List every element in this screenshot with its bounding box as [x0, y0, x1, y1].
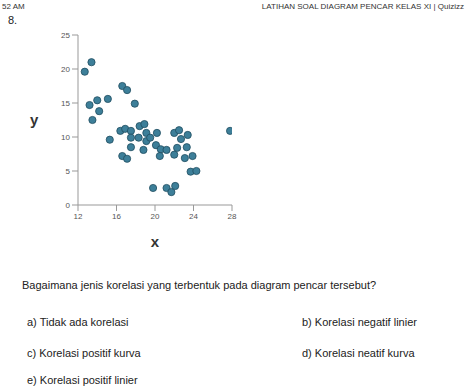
svg-text:20: 20 — [151, 212, 160, 221]
html-text:c) Korelasi positif kurva: c) Korelasi positif kurva — [27, 347, 141, 359]
html-text:d) Korelasi neatif kurva: d) Korelasi neatif kurva — [302, 347, 415, 359]
svg-text:12: 12 — [74, 212, 83, 221]
svg-text:16: 16 — [112, 212, 121, 221]
svg-text:20: 20 — [61, 65, 70, 74]
svg-text:28: 28 — [228, 212, 237, 221]
html-text:8.: 8. — [8, 14, 18, 26]
html-text:LATIHAN SOAL DIAGRAM PENCAR KE: LATIHAN SOAL DIAGRAM PENCAR KELAS XI | Q… — [261, 2, 464, 11]
svg-text:25: 25 — [61, 31, 70, 40]
svg-text:x: x — [151, 233, 160, 250]
svg-text:10: 10 — [61, 133, 70, 142]
svg-text:24: 24 — [189, 212, 198, 221]
svg-text:15: 15 — [61, 99, 70, 108]
html-text:b) Korelasi negatif linier: b) Korelasi negatif linier — [302, 316, 417, 328]
svg-text:0: 0 — [66, 201, 71, 210]
html-text:52 AM: 52 AM — [2, 2, 25, 11]
svg-text:y: y — [30, 111, 39, 128]
html-text:Bagaimana jenis korelasi yang: Bagaimana jenis korelasi yang terbentuk … — [22, 279, 377, 291]
svg-text:5: 5 — [66, 167, 71, 176]
html-text:a) Tidak ada korelasi: a) Tidak ada korelasi — [27, 316, 129, 328]
html-text:e) Korelasi positif linier: e) Korelasi positif linier — [27, 374, 138, 386]
